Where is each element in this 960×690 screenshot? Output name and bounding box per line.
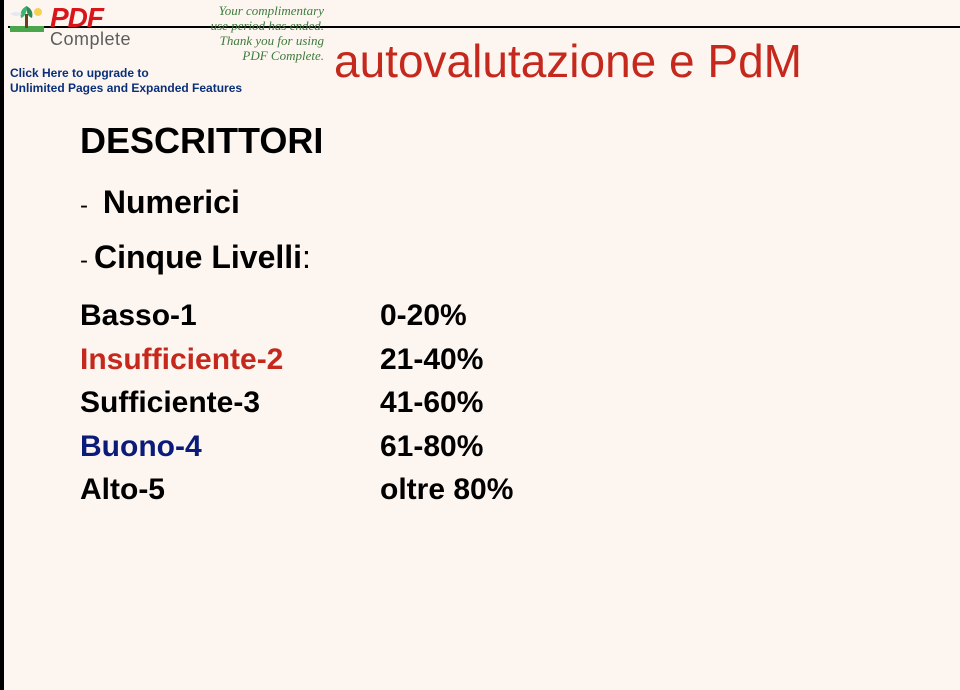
level-value: 41-60% — [380, 381, 483, 425]
brand-pdf-text: PDF — [50, 4, 131, 32]
watermark-msg-line: Thank you for using — [211, 34, 324, 49]
level-row: Buono-461-80% — [80, 425, 513, 469]
level-value: oltre 80% — [380, 468, 513, 512]
watermark-msg-line: use period has ended. — [211, 19, 324, 34]
watermark-msg-line: PDF Complete. — [211, 49, 324, 64]
level-label: Insufficiente-2 — [80, 338, 380, 382]
level-value: 21-40% — [380, 338, 483, 382]
level-row: Sufficiente-341-60% — [80, 381, 513, 425]
cinque-colon: : — [302, 239, 311, 275]
watermark-links: Click Here to upgrade to Unlimited Pages… — [10, 66, 324, 96]
upgrade-link[interactable]: Click Here to upgrade to — [10, 66, 149, 80]
level-label: Sufficiente-3 — [80, 381, 380, 425]
heading-cinque-livelli: -Cinque Livelli: — [80, 239, 513, 276]
levels-list: Basso-10-20%Insufficiente-221-40%Suffici… — [80, 294, 513, 512]
level-value: 61-80% — [380, 425, 483, 469]
level-row: Insufficiente-221-40% — [80, 338, 513, 382]
cinque-label: Cinque Livelli — [94, 239, 302, 275]
pdf-complete-logo-icon — [10, 4, 44, 38]
dash: - — [80, 192, 88, 219]
watermark-brand: PDF Complete — [50, 4, 131, 48]
watermark-top-row: PDF Complete Your complimentary use peri… — [10, 4, 324, 64]
watermark-message: Your complimentary use period has ended.… — [211, 4, 324, 64]
level-row: Basso-10-20% — [80, 294, 513, 338]
slide-title: autovalutazione e PdM — [334, 34, 802, 88]
level-row: Alto-5oltre 80% — [80, 468, 513, 512]
features-link[interactable]: Unlimited Pages and Expanded Features — [10, 81, 242, 95]
level-value: 0-20% — [380, 294, 467, 338]
level-label: Basso-1 — [80, 294, 380, 338]
watermark-msg-line: Your complimentary — [211, 4, 324, 19]
brand-complete-text: Complete — [50, 30, 131, 48]
heading-descrittori: DESCRITTORI — [80, 120, 513, 162]
heading-numerici: - Numerici — [80, 184, 513, 221]
level-label: Buono-4 — [80, 425, 380, 469]
level-label: Alto-5 — [80, 468, 380, 512]
dash: - — [80, 247, 88, 274]
slide: PDF Complete Your complimentary use peri… — [0, 0, 960, 690]
slide-content: DESCRITTORI - Numerici -Cinque Livelli: … — [80, 120, 513, 512]
numerici-label: Numerici — [103, 184, 240, 220]
pdf-complete-watermark: PDF Complete Your complimentary use peri… — [4, 0, 330, 100]
